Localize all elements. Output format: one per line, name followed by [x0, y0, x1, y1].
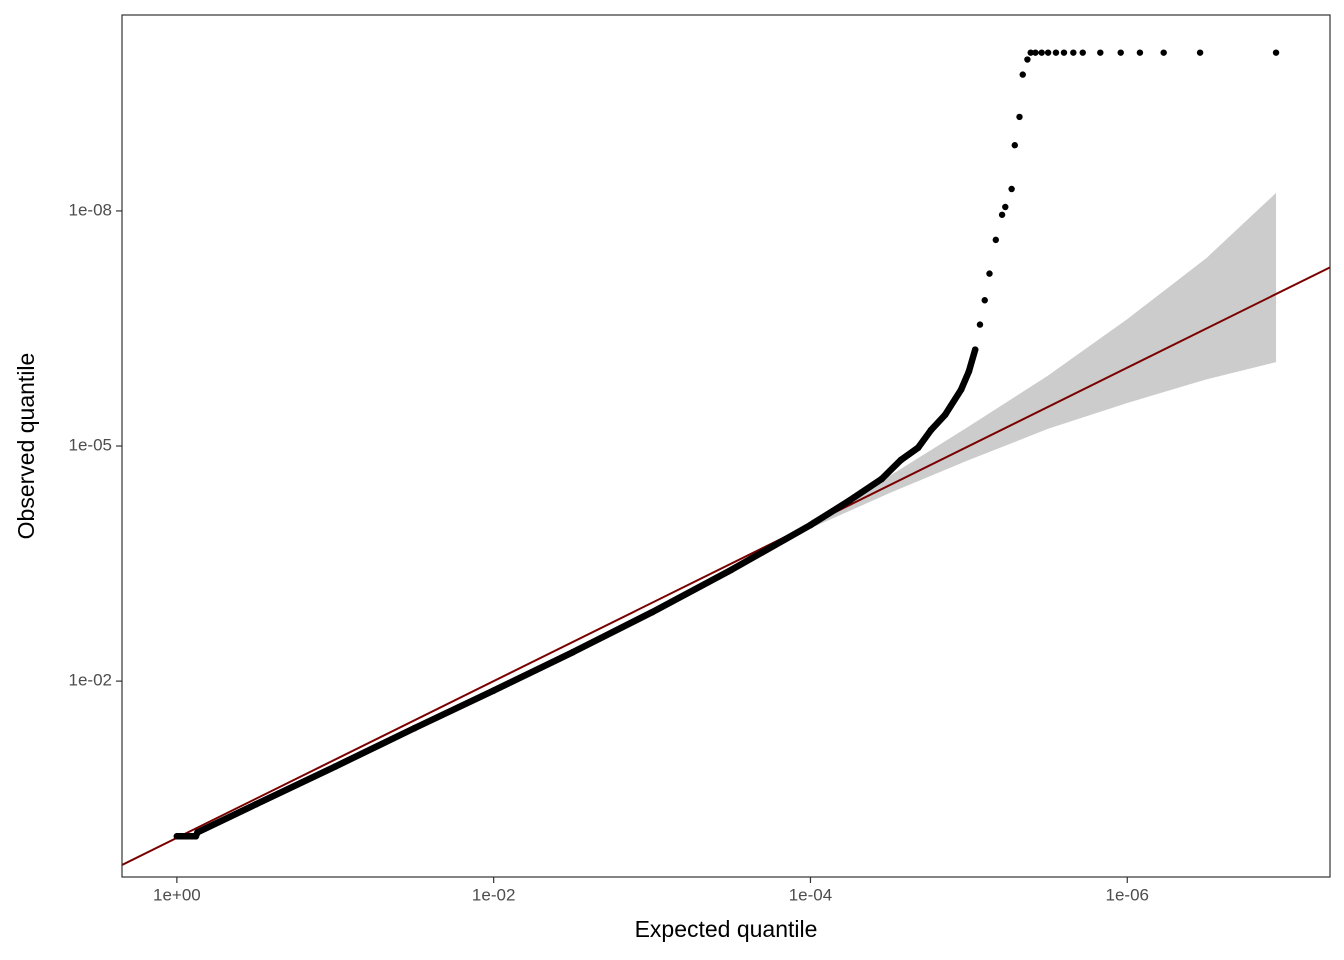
point	[1027, 49, 1034, 56]
point-trail	[332, 724, 418, 770]
y-tick-label: 1e-02	[69, 671, 112, 690]
point	[878, 475, 885, 483]
point	[173, 833, 181, 840]
point	[807, 521, 814, 529]
x-tick-label: 1e-04	[789, 885, 832, 904]
point	[998, 211, 1006, 218]
point	[1011, 142, 1018, 149]
point	[957, 386, 965, 393]
point	[992, 236, 1000, 244]
y-tick-label: 1e-05	[69, 436, 112, 455]
x-axis-title: Expected quantile	[635, 916, 818, 942]
point	[846, 496, 854, 504]
plot-area	[122, 49, 1330, 866]
point	[728, 566, 735, 574]
x-tick-label: 1e-02	[472, 885, 515, 904]
point	[1032, 49, 1039, 56]
point-trail	[411, 687, 497, 732]
point	[1097, 49, 1104, 56]
point-trail	[941, 386, 965, 418]
point	[1008, 185, 1015, 193]
x-tick-label: 1e-06	[1106, 885, 1149, 904]
point	[1016, 113, 1023, 121]
point	[194, 829, 201, 836]
point	[897, 456, 904, 464]
point	[332, 763, 339, 770]
point-trail	[252, 763, 339, 808]
point	[1272, 49, 1280, 56]
point	[1002, 203, 1009, 211]
point	[1019, 71, 1026, 78]
y-axis-title: Observed quantile	[13, 353, 39, 540]
point	[1052, 49, 1060, 56]
point-trail	[927, 411, 949, 434]
point	[252, 800, 260, 808]
x-tick-label: 1e+00	[153, 885, 201, 904]
point	[1024, 56, 1031, 63]
point	[569, 648, 577, 656]
point	[965, 368, 973, 375]
point	[411, 724, 418, 732]
point	[1070, 49, 1077, 56]
point-trail	[569, 608, 656, 656]
point-trail	[490, 648, 577, 694]
point	[1079, 49, 1086, 56]
point-trail	[965, 346, 979, 375]
point	[927, 427, 934, 434]
point-trail	[807, 496, 854, 529]
point	[914, 444, 922, 451]
point	[942, 411, 949, 418]
point-trail	[194, 800, 260, 836]
point-trail	[648, 566, 735, 616]
point	[1117, 49, 1124, 56]
point-trail	[878, 456, 905, 483]
point	[976, 321, 984, 328]
point	[1196, 49, 1204, 56]
point	[1160, 49, 1167, 56]
point	[1136, 49, 1144, 56]
point	[1038, 49, 1045, 56]
point	[1060, 49, 1068, 56]
point-trail	[897, 444, 922, 464]
point	[648, 609, 656, 616]
reference-line	[122, 266, 1330, 866]
y-tick-label: 1e-08	[69, 200, 112, 219]
point-trail	[846, 475, 885, 504]
point	[986, 270, 993, 277]
point	[972, 346, 979, 353]
point-trail	[914, 427, 935, 451]
point-trail	[728, 521, 814, 574]
point-trail	[957, 368, 973, 393]
point	[490, 687, 497, 694]
panel-border	[121, 14, 1331, 878]
point	[981, 297, 988, 304]
point	[1044, 49, 1052, 56]
